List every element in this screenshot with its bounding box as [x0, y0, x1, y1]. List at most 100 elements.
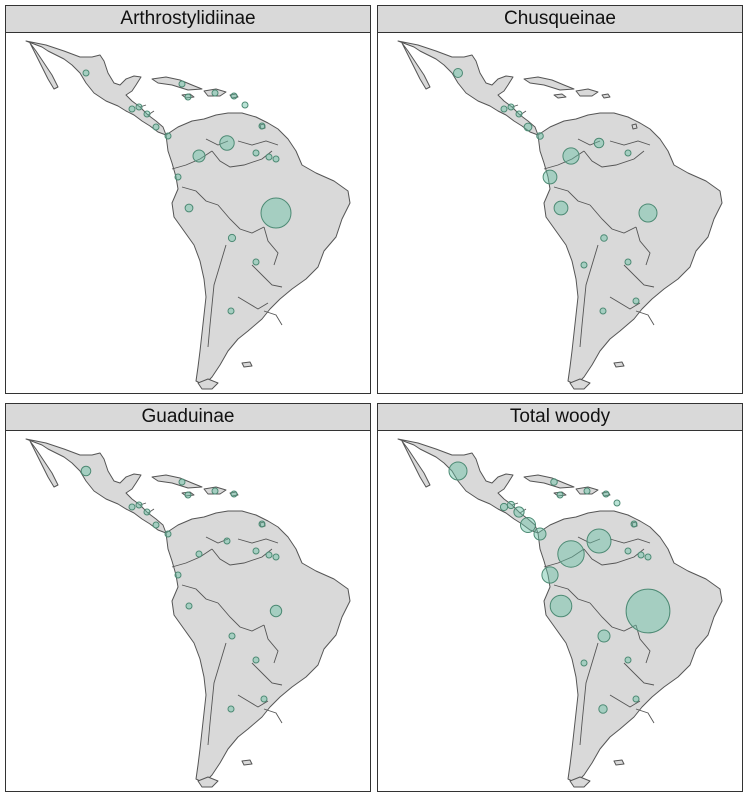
bubble-peru [185, 602, 193, 610]
landmass [575, 88, 599, 97]
landmass [523, 474, 575, 489]
country-border [171, 548, 213, 568]
bubble-bolivia [228, 632, 236, 640]
bubble-chile [580, 261, 588, 269]
country-border [181, 584, 219, 604]
bubble-guatemala [128, 105, 136, 113]
landmass [537, 112, 723, 386]
map-svg [25, 40, 351, 390]
map-panel-chusqueinae: Chusqueinae [377, 5, 743, 395]
country-border [609, 538, 651, 544]
country-border [237, 694, 269, 708]
country-border [609, 296, 641, 310]
country-border [635, 310, 655, 326]
landmass [25, 40, 167, 136]
country-border [579, 244, 599, 348]
country-border [251, 662, 283, 686]
bubble-guatemala [500, 105, 508, 113]
map-frame [377, 430, 743, 792]
country-border [237, 296, 269, 310]
country-border [623, 264, 655, 288]
landmass [197, 776, 219, 788]
bubble-mexico [448, 461, 468, 481]
landmass [25, 438, 167, 534]
bubble-colombia [562, 147, 580, 165]
landmass [613, 759, 625, 766]
bubble-costa-rica [523, 122, 533, 132]
bubble-jamaica [184, 491, 192, 499]
bubble-panama [536, 132, 544, 140]
bubble-cuba [178, 478, 186, 486]
bubble-brazil [269, 604, 283, 618]
map-frame [5, 32, 371, 394]
country-border [205, 138, 229, 146]
landmass [203, 88, 227, 97]
country-border [635, 708, 655, 724]
landmass [151, 76, 203, 91]
country-border [139, 502, 147, 506]
bubble-trinidad [258, 122, 266, 130]
country-border [589, 602, 637, 632]
country-border [263, 708, 283, 724]
country-border [263, 310, 283, 326]
bubble-guatemala [128, 503, 136, 511]
bubble-cuba [178, 80, 186, 88]
bubble-uruguay [632, 297, 640, 305]
country-border [583, 150, 645, 168]
map-svg [397, 438, 723, 788]
bubble-guyana [624, 547, 632, 555]
bubble-suriname [637, 551, 645, 559]
bubble-colombia [557, 540, 585, 568]
landmass [613, 361, 625, 368]
country-border [147, 508, 155, 514]
country-border [207, 244, 227, 348]
country-border [577, 536, 601, 544]
country-border [553, 584, 591, 604]
bubble-honduras [135, 103, 143, 111]
bubble-hispaniola [211, 487, 219, 495]
bubble-costa-rica [152, 123, 160, 131]
landmass [197, 378, 219, 390]
bubble-brazil [638, 203, 658, 223]
landmass [401, 42, 431, 90]
country-border [623, 662, 655, 686]
landmass [397, 438, 539, 534]
country-border [553, 186, 591, 206]
bubble-mexico [82, 69, 90, 77]
map-svg [397, 40, 723, 390]
landmass [575, 486, 599, 495]
bubble-bolivia [600, 234, 608, 242]
bubble-panama [164, 530, 172, 538]
country-border [217, 204, 265, 234]
bubble-french-guiana [272, 553, 280, 561]
map-svg [25, 438, 351, 788]
landmass [151, 474, 203, 489]
panel-title: Arthrostylidiinae [5, 5, 371, 33]
bubble-argentina [598, 704, 608, 714]
bubble-ecuador [542, 169, 558, 185]
bubble-venezuela [223, 537, 231, 545]
bubble-hispaniola [211, 89, 219, 97]
country-border [609, 694, 641, 708]
landmass [241, 361, 253, 368]
bubble-bolivia [597, 629, 611, 643]
bubble-trinidad [258, 520, 266, 528]
bubble-mexico [453, 68, 463, 78]
bubble-argentina [227, 705, 235, 713]
country-border [635, 226, 651, 266]
country-border [263, 624, 279, 664]
country-border [181, 186, 219, 206]
country-border [263, 226, 279, 266]
bubble-venezuela [593, 137, 605, 149]
map-panel-guaduinae: Guaduinae [5, 403, 371, 793]
country-border [519, 508, 527, 514]
bubble-venezuela [219, 135, 235, 151]
bubble-brazil [260, 197, 292, 229]
landmass [569, 776, 591, 788]
bubble-paraguay [624, 258, 632, 266]
country-border [609, 140, 651, 146]
bubble-argentina [599, 307, 607, 315]
bubble-nicaragua [143, 508, 151, 516]
bubble-mexico [80, 465, 92, 477]
bubble-nicaragua [513, 506, 525, 518]
